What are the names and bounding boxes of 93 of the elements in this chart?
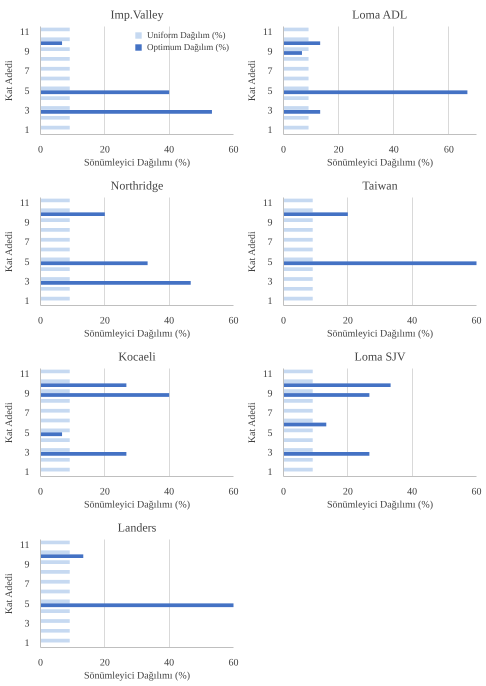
chart-title: Loma ADL (352, 8, 408, 22)
x-axis-title: Sönümleyici Dağılımı (%) (326, 158, 434, 168)
y-tick-label: 1 (24, 638, 30, 650)
y-tick-label: 7 (268, 66, 272, 78)
y-tick-label: 9 (268, 218, 272, 229)
y-tick-label: 7 (268, 408, 272, 420)
x-tick-label: 20 (100, 658, 110, 668)
x-axis-title: Sönümleyici Dağılımı (%) (84, 158, 190, 168)
x-tick-label: 40 (407, 316, 418, 326)
y-tick-label: 7 (24, 579, 30, 590)
x-tick-label: 20 (334, 144, 344, 156)
y-tick-label: 11 (262, 198, 273, 209)
chart-title: Taiwan (362, 178, 398, 192)
y-tick-label: 7 (24, 237, 30, 248)
y-tick-label: 1 (268, 296, 272, 308)
x-tick-label: 0 (281, 144, 286, 156)
x-axis-title: Sönümleyici Dağılımı (%) (84, 328, 190, 340)
y-axis-title: Kat Adedi (246, 60, 258, 102)
y-axis-title: Kat Adedi (246, 231, 258, 272)
x-tick-label: 40 (164, 316, 174, 326)
y-tick-label: 9 (24, 46, 30, 58)
y-tick-label: 5 (268, 428, 272, 439)
legend-label: Uniform Dağılım (%) (147, 30, 226, 40)
x-tick-label: 0 (38, 486, 43, 498)
chart-title: Kocaeli (118, 350, 156, 364)
y-tick-label: 5 (268, 86, 272, 97)
x-tick-label: 40 (164, 144, 174, 156)
y-tick-label: 9 (24, 388, 30, 400)
y-tick-label: 7 (24, 66, 30, 78)
x-tick-label: 60 (444, 144, 454, 156)
y-axis-title: Kat Adedi (246, 402, 258, 444)
y-axis-title: Kat Adedi (4, 402, 15, 444)
y-tick-label: 5 (268, 256, 272, 268)
y-tick-label: 9 (268, 388, 272, 400)
y-tick-label: 3 (24, 276, 30, 288)
y-tick-label: 9 (24, 560, 30, 571)
y-tick-label: 9 (268, 46, 272, 58)
y-tick-label: 11 (262, 26, 273, 38)
x-tick-label: 60 (228, 486, 238, 498)
y-tick-label: 7 (268, 237, 272, 248)
x-axis-title: Sönümleyici Dağılımı (%) (326, 500, 434, 510)
chart-title: Loma SJV (354, 350, 406, 364)
x-tick-label: 20 (342, 486, 353, 498)
y-tick-label: 11 (20, 26, 30, 38)
y-tick-label: 5 (24, 598, 30, 610)
y-tick-label: 3 (268, 447, 272, 458)
x-axis-title: Sönümleyici Dağılımı (%) (84, 670, 190, 682)
x-tick-label: 0 (38, 144, 43, 156)
x-tick-label: 60 (472, 486, 482, 498)
x-tick-label: 40 (407, 486, 418, 498)
x-tick-label: 60 (472, 316, 482, 326)
y-axis-title: Kat Adedi (4, 573, 15, 614)
x-tick-label: 40 (164, 486, 174, 498)
chart-title: Northridge (110, 178, 164, 192)
x-tick-label: 40 (388, 144, 399, 156)
chart-title: Imp.Valley (110, 8, 164, 22)
x-tick-label: 60 (228, 316, 238, 326)
y-axis-title: Kat Adedi (4, 60, 15, 102)
x-tick-label: 60 (228, 144, 238, 156)
x-tick-label: 0 (281, 316, 286, 326)
x-tick-label: 40 (164, 658, 174, 668)
y-tick-label: 11 (262, 368, 273, 380)
x-tick-label: 0 (38, 658, 43, 668)
x-tick-label: 20 (100, 316, 110, 326)
y-tick-label: 11 (20, 368, 30, 380)
y-tick-label: 1 (268, 467, 272, 478)
y-tick-label: 5 (24, 428, 30, 439)
legend-label: Optimum Dağılım (%) (147, 42, 229, 52)
y-tick-label: 11 (20, 198, 30, 209)
y-tick-label: 1 (24, 296, 30, 308)
y-tick-label: 3 (24, 618, 30, 630)
x-tick-label: 20 (100, 486, 110, 498)
y-tick-label: 1 (24, 467, 30, 478)
x-tick-label: 20 (100, 144, 110, 156)
x-axis-title: Sönümleyici Dağılımı (%) (84, 500, 190, 510)
x-tick-label: 0 (38, 316, 43, 326)
y-tick-label: 3 (24, 447, 30, 458)
y-tick-label: 1 (24, 125, 30, 136)
chart-title: Landers (118, 520, 157, 534)
y-tick-label: 11 (20, 540, 30, 551)
y-axis-title: Kat Adedi (4, 231, 15, 272)
y-tick-label: 3 (268, 276, 272, 288)
y-tick-label: 5 (24, 86, 30, 97)
x-tick-label: 20 (342, 316, 353, 326)
y-tick-label: 9 (24, 218, 30, 229)
y-tick-label: 5 (24, 256, 30, 268)
y-tick-label: 3 (24, 105, 30, 116)
x-tick-label: 60 (228, 658, 238, 668)
y-tick-label: 3 (268, 105, 272, 116)
x-tick-label: 0 (281, 486, 286, 498)
x-axis-title: Sönümleyici Dağılımı (%) (326, 328, 434, 340)
y-tick-label: 7 (24, 408, 30, 420)
y-tick-label: 1 (268, 125, 272, 136)
